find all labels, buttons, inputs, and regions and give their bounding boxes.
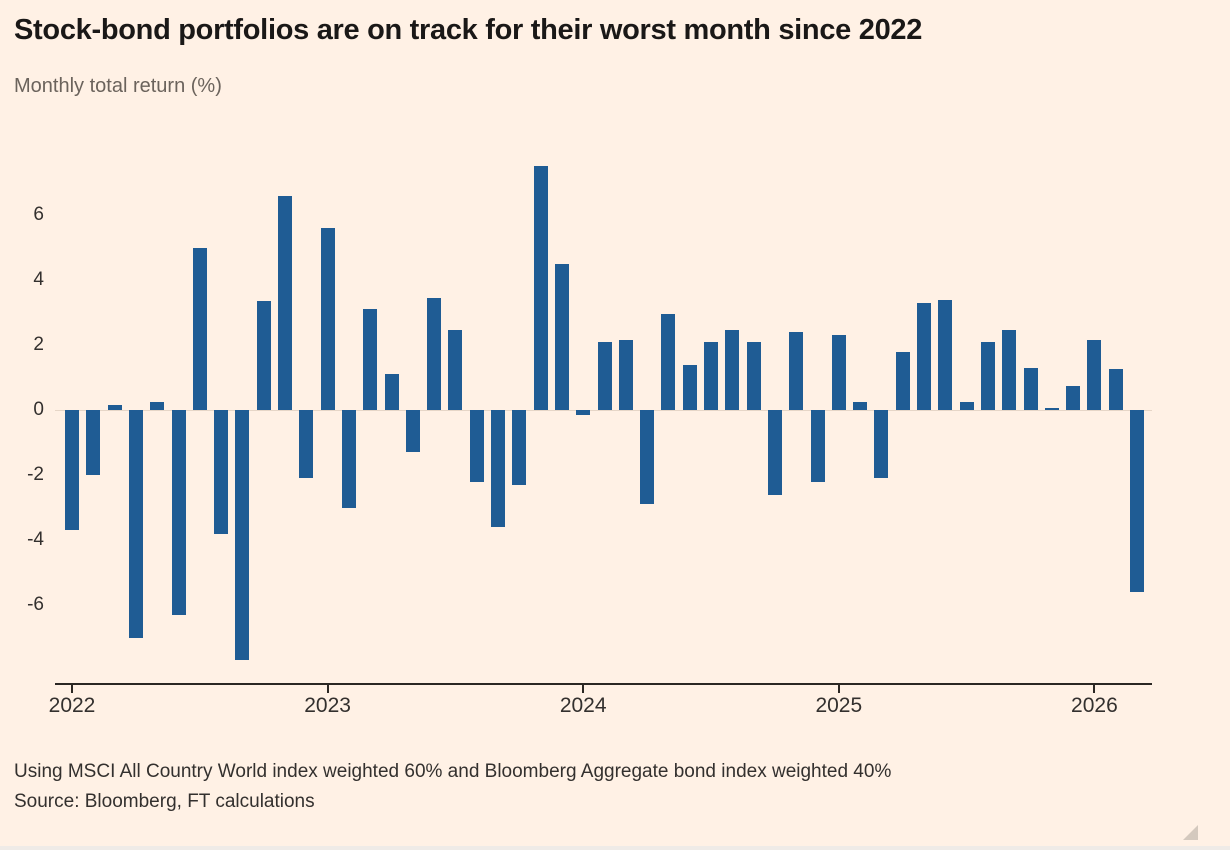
bar [980,341,995,410]
bar [767,410,782,495]
bar [533,166,548,410]
bar [853,401,868,410]
bar [320,228,335,410]
bar [214,410,229,534]
bar [278,195,292,410]
bar [682,364,697,410]
x-axis-line [55,683,1152,685]
bar [1044,408,1059,410]
y-axis-label: -4 [27,529,44,550]
bottom-edge [0,846,1230,850]
x-axis-tick [326,685,329,693]
y-axis-label: 4 [33,269,44,290]
chart-note: Using MSCI All Country World index weigh… [14,761,892,782]
bar [107,405,122,410]
bar [171,410,186,615]
bar [1002,330,1017,410]
plot-area [55,150,1152,683]
x-axis-tick [837,685,840,693]
x-axis-label: 2023 [304,694,351,717]
x-axis-label: 2025 [815,694,863,717]
bar [661,314,676,410]
bar [618,340,633,410]
bar [299,410,314,479]
chart-subtitle: Monthly total return (%) [14,75,222,97]
resize-handle-icon[interactable] [1183,825,1198,840]
bar [256,301,271,410]
bar [831,335,846,410]
bar [341,410,356,508]
bar [725,330,740,410]
x-axis: 2022 2023 2024 2025 2026 [49,694,1152,722]
bar [65,410,79,531]
bar [512,410,527,485]
bar [917,302,931,410]
bar [789,332,804,410]
x-axis-tick [582,685,585,693]
zero-gridline [55,410,1152,411]
bar [1066,385,1081,410]
bar [938,299,953,410]
y-axis-label: -2 [27,464,44,485]
bar [363,309,378,410]
bar [128,410,143,638]
chart-title: Stock-bond portfolios are on track for t… [14,14,923,46]
chart-footer: Using MSCI All Country World index weigh… [14,757,891,817]
bar [1108,369,1123,410]
bar [192,247,207,410]
x-axis-ticks [55,685,1152,694]
bar [384,374,399,410]
bar [640,410,655,505]
bar [576,410,591,415]
y-axis: 6 4 2 0 -2 -4 -6 [0,150,44,683]
bar [235,410,250,661]
bar [554,263,569,410]
bar [448,330,463,410]
x-axis-label: 2022 [48,694,96,717]
bar [150,401,165,410]
bar [469,410,484,482]
y-axis-label: 0 [33,399,44,420]
bar [874,410,889,479]
y-axis-label: -6 [27,594,44,615]
x-axis-tick [71,685,73,693]
bar [597,341,612,410]
bar [86,410,101,475]
bar [405,410,420,453]
bar [704,341,718,410]
bar [1087,340,1102,410]
bar [810,410,825,482]
bar [959,401,974,410]
x-axis-label: 2024 [559,694,607,717]
bar [1130,410,1144,592]
bar [895,351,910,410]
x-axis-label: 2026 [1071,694,1118,717]
chart-source: Source: Bloomberg, FT calculations [14,791,315,812]
bar [427,297,442,410]
bar [491,410,505,527]
bar [746,341,761,410]
y-axis-label: 2 [33,334,44,355]
y-axis-label: 6 [33,204,44,225]
x-axis-tick [1093,685,1096,693]
bar [1023,367,1038,410]
